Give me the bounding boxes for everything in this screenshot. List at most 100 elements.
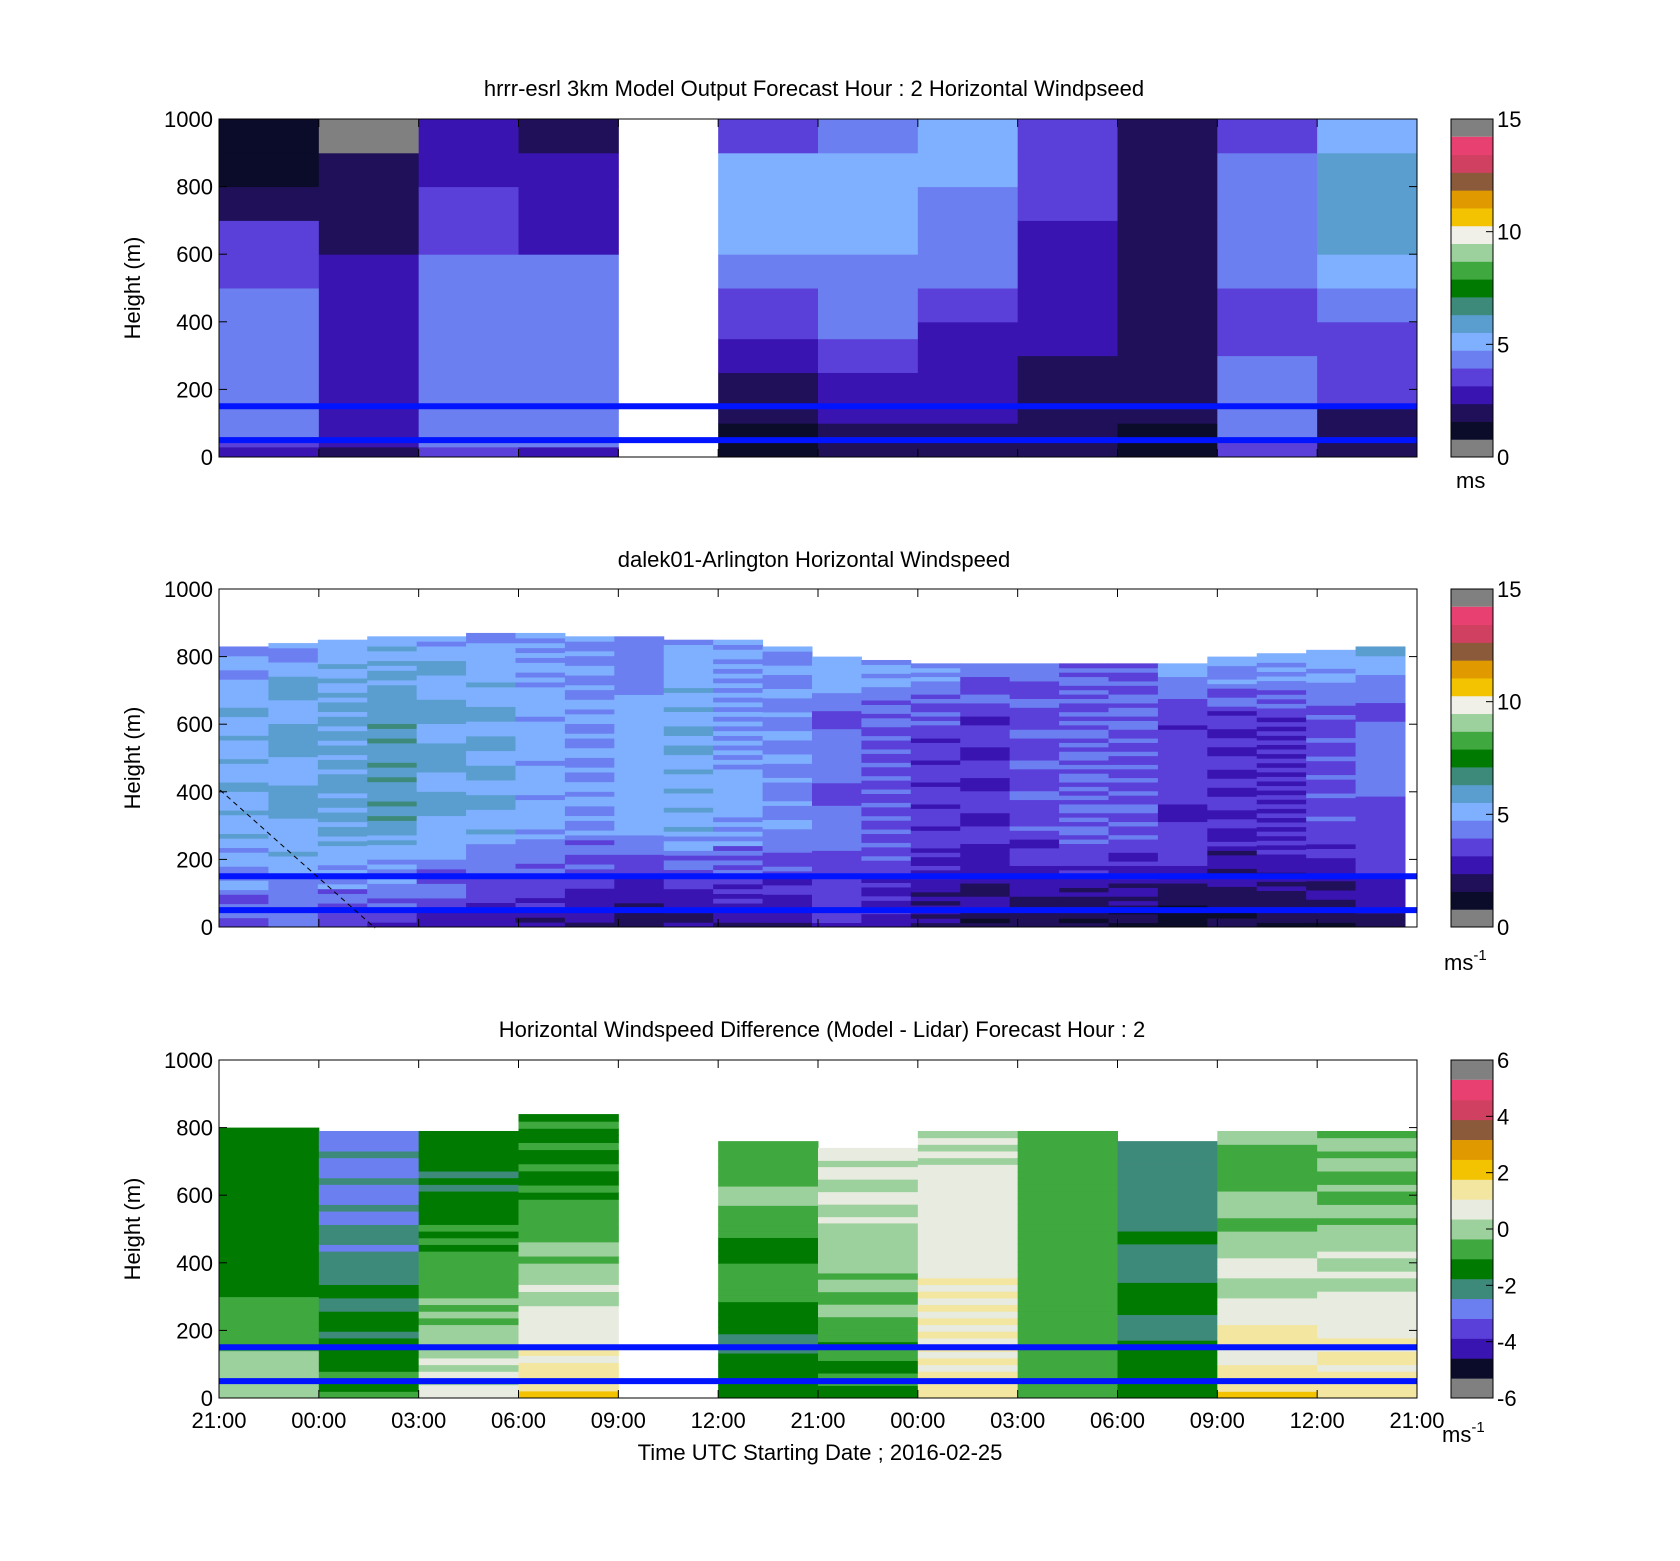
heatmap-cell	[564, 641, 615, 647]
heatmap-cell	[367, 723, 418, 729]
heatmap-cell	[812, 886, 862, 892]
heatmap-cell	[1059, 781, 1109, 787]
heatmap-cell	[1009, 812, 1060, 818]
heatmap-cell	[917, 1297, 1019, 1306]
heatmap-cell	[1355, 777, 1406, 783]
colorbar-segment	[1451, 713, 1493, 732]
heatmap-cell	[861, 855, 912, 861]
heatmap-cell	[564, 675, 615, 681]
heatmap-cell	[416, 733, 467, 739]
heatmap-cell	[818, 1335, 919, 1343]
heatmap-cell	[367, 849, 418, 855]
heatmap-cell	[268, 903, 319, 909]
heatmap-cell	[564, 699, 615, 705]
heatmap-cell	[564, 922, 615, 928]
heatmap-cell	[466, 632, 516, 639]
heatmap-cell	[515, 809, 566, 815]
heatmap-cell	[861, 886, 912, 892]
heatmap-cell	[518, 1334, 619, 1342]
heatmap-cell	[1157, 733, 1208, 739]
heatmap-cell	[1117, 1141, 1218, 1149]
heatmap-cell	[268, 822, 319, 829]
heatmap-cell	[1017, 1284, 1118, 1292]
colorbar-tick-label: 10	[1497, 220, 1521, 245]
heatmap-cell	[219, 898, 269, 905]
heatmap-cell	[960, 913, 1011, 919]
heatmap-cell	[718, 1141, 819, 1149]
heatmap-cell	[1207, 904, 1258, 910]
heatmap-cell	[416, 878, 467, 884]
heatmap-cell	[466, 745, 516, 752]
heatmap-cell	[1009, 918, 1060, 924]
heatmap-cell	[812, 922, 862, 928]
heatmap-cell	[713, 898, 764, 904]
heatmap-cell	[1217, 1291, 1318, 1299]
heatmap-cell	[663, 649, 714, 655]
heatmap-cell	[268, 770, 319, 777]
heatmap-cell	[367, 844, 418, 850]
heatmap-cell	[1306, 719, 1357, 725]
heatmap-cell	[762, 688, 813, 694]
heatmap-cell	[762, 833, 813, 839]
heatmap-cell	[268, 714, 319, 720]
heatmap-cell	[1017, 1324, 1118, 1332]
heatmap-cell	[219, 1391, 320, 1399]
heatmap-cell	[818, 1254, 919, 1261]
heatmap-cell	[317, 673, 368, 679]
heatmap-cell	[416, 641, 467, 647]
heatmap-cell	[1108, 777, 1159, 783]
heatmap-cell	[1207, 674, 1258, 680]
heatmap-cell	[1059, 729, 1109, 735]
heatmap-cell	[917, 1311, 1019, 1319]
heatmap-cell	[515, 662, 566, 668]
heatmap-cell	[416, 723, 467, 729]
heatmap-cell	[713, 845, 764, 851]
heatmap-cell	[812, 863, 862, 869]
heatmap-cell	[466, 784, 516, 791]
heatmap-cell	[960, 852, 1011, 858]
heatmap-cell	[219, 1195, 320, 1203]
heatmap-cell	[1009, 856, 1060, 862]
heatmap-cell	[614, 897, 665, 904]
heatmap-cell	[1207, 832, 1258, 838]
heatmap-cell	[219, 711, 269, 718]
colorbar-unit: ms-1	[1444, 947, 1487, 975]
heatmap-cell	[418, 1237, 519, 1245]
heatmap-cell	[219, 917, 269, 923]
heatmap-cell	[1207, 697, 1258, 703]
heatmap-cell	[910, 918, 961, 924]
heatmap-cell	[1207, 769, 1258, 775]
heatmap-cell	[1009, 803, 1060, 809]
heatmap-cell	[466, 828, 516, 835]
heatmap-cell	[812, 868, 862, 874]
heatmap-cell	[518, 423, 619, 448]
heatmap-cell	[416, 747, 467, 754]
heatmap-cell	[1017, 1191, 1118, 1199]
heatmap-cell	[762, 763, 813, 769]
heatmap-cell	[318, 446, 420, 458]
heatmap-cell	[1117, 1301, 1218, 1309]
heatmap-cell	[614, 849, 665, 855]
heatmap-cell	[1117, 152, 1218, 221]
heatmap-cell	[1009, 821, 1060, 827]
heatmap-cell	[466, 755, 516, 761]
heatmap-cell	[663, 663, 714, 669]
heatmap-cell	[718, 1160, 819, 1168]
heatmap-cell	[1217, 1197, 1318, 1205]
heatmap-cell	[219, 772, 269, 778]
heatmap-cell	[910, 913, 961, 919]
heatmap-cell	[1256, 707, 1307, 714]
heatmap-cell	[762, 796, 813, 802]
heatmap-cell	[1009, 685, 1060, 691]
heatmap-cell	[1317, 1204, 1418, 1212]
heatmap-cell	[663, 692, 714, 698]
heatmap-cell	[818, 1247, 919, 1255]
heatmap-cell	[1256, 808, 1307, 814]
heatmap-cell	[466, 917, 516, 923]
heatmap-cell	[910, 733, 961, 739]
heatmap-cell	[367, 636, 418, 642]
heatmap-cell	[960, 685, 1011, 691]
heatmap-cell	[713, 654, 764, 660]
heatmap-cell	[268, 704, 319, 710]
